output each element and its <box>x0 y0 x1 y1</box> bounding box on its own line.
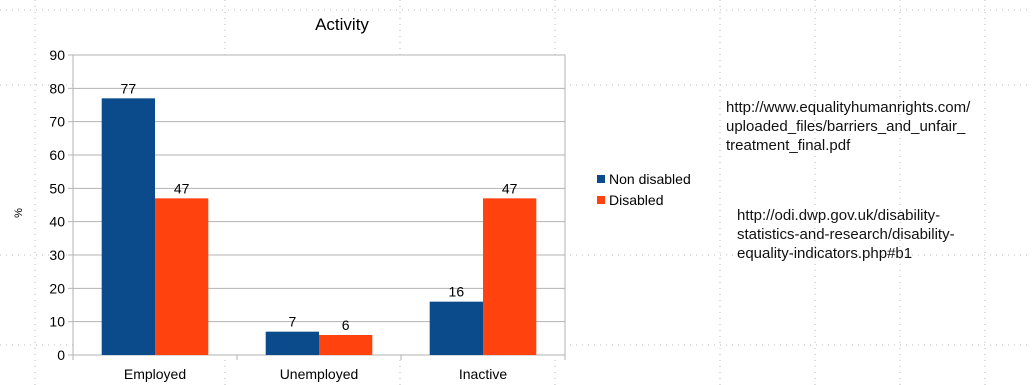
legend-label: Disabled <box>609 192 663 208</box>
chart-title: Activity <box>315 15 369 34</box>
y-tick-label: 10 <box>49 314 65 330</box>
y-tick-label: 80 <box>49 80 65 96</box>
data-label: 16 <box>449 284 465 300</box>
y-tick-label: 40 <box>49 214 65 230</box>
y-tick-label: 20 <box>49 280 65 296</box>
legend-swatch <box>597 175 605 183</box>
y-axis-label: % <box>13 208 25 218</box>
data-label: 6 <box>342 317 350 333</box>
y-tick-label: 50 <box>49 180 65 196</box>
bar-non-disabled <box>101 98 155 355</box>
y-tick-label: 30 <box>49 247 65 263</box>
y-tick-label: 0 <box>57 347 65 363</box>
bar-non-disabled <box>265 331 319 355</box>
data-label: 7 <box>288 314 296 330</box>
x-tick-label: Unemployed <box>280 366 359 382</box>
bar-non-disabled <box>429 301 483 355</box>
data-label: 77 <box>121 80 137 96</box>
data-label: 47 <box>502 180 518 196</box>
y-tick-label: 60 <box>49 147 65 163</box>
source-link-odi-dwp[interactable]: http://odi.dwp.gov.uk/disability- statis… <box>737 207 955 262</box>
bar-disabled <box>483 198 537 355</box>
y-tick-label: 70 <box>49 114 65 130</box>
x-tick-label: Inactive <box>459 366 507 382</box>
legend-swatch <box>597 196 605 204</box>
bar-disabled <box>155 198 209 355</box>
x-tick-label: Employed <box>124 366 186 382</box>
y-tick-label: 90 <box>49 47 65 63</box>
legend-label: Non disabled <box>609 171 691 187</box>
bar-disabled <box>319 335 373 355</box>
data-label: 47 <box>174 180 190 196</box>
source-link-equality-human-rights[interactable]: http://www.equalityhumanrights.com/ uplo… <box>726 99 971 154</box>
